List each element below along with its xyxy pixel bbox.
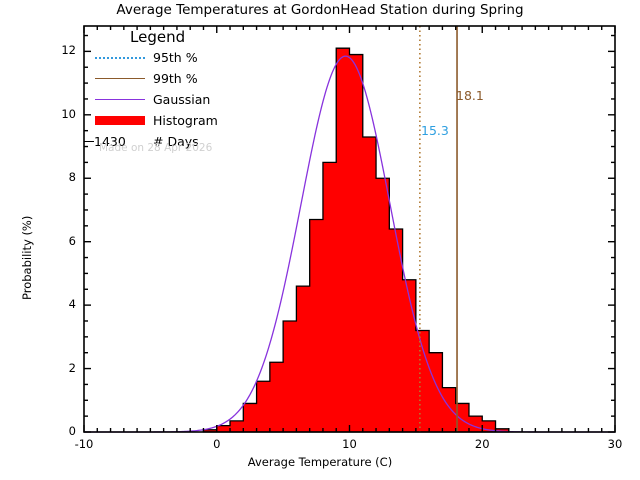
legend-swatch-99th-solid-line <box>95 78 145 79</box>
y-tick-label: 6 <box>68 233 76 248</box>
legend-swatch-gaussian-line <box>95 99 145 100</box>
y-tick-label: 10 <box>61 106 76 121</box>
x-tick-label: 0 <box>213 437 221 451</box>
x-tick-label: 10 <box>342 437 357 451</box>
y-tick-label: 8 <box>68 170 76 185</box>
legend-swatch-histogram-patch <box>95 116 145 125</box>
legend-label-99th: 99th % <box>153 71 198 86</box>
percentile-lines <box>419 26 458 432</box>
y-tick-label: 12 <box>61 43 76 58</box>
chart-title: Average Temperatures at GordonHead Stati… <box>116 2 524 18</box>
x-tick-label: -10 <box>74 437 94 451</box>
ndays-label: # Days <box>153 134 199 149</box>
legend-label-95th: 95th % <box>153 50 198 65</box>
y-axis-label: Probability (%) <box>20 215 34 300</box>
watermark-text: Made on 28 Apr 2026 <box>99 142 213 154</box>
annotation-95th-percentile: 15.3 <box>421 123 449 138</box>
x-axis-label: Average Temperature (C) <box>247 455 393 469</box>
annotation-99th-percentile: 18.1 <box>456 88 484 103</box>
legend-swatch-95th-dotted-line <box>95 57 145 59</box>
legend-swatch-ndays-tick <box>84 141 94 142</box>
legend-label-gaussian: Gaussian <box>153 92 211 107</box>
x-tick-label: 30 <box>607 437 623 451</box>
x-tick-label: 20 <box>474 437 490 451</box>
axis-frame <box>83 25 616 433</box>
ndays-value: 1430 <box>94 134 126 149</box>
histogram-bars <box>202 47 510 433</box>
legend-title: Legend <box>130 28 186 46</box>
legend-label-histogram: Histogram <box>153 113 218 128</box>
y-tick-label: 2 <box>68 360 76 375</box>
y-tick-label: 0 <box>68 424 76 438</box>
y-tick-label: 4 <box>68 297 76 312</box>
